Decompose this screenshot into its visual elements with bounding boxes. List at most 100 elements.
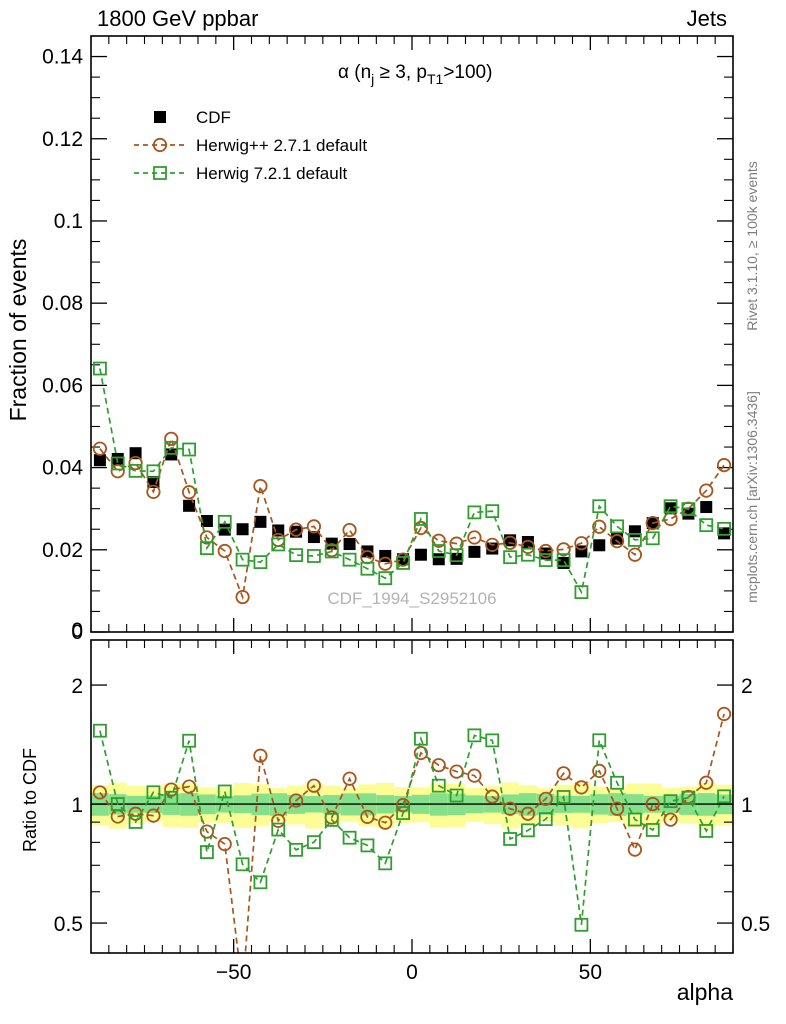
- ratio-data-point: [485, 733, 500, 748]
- data-point: [432, 553, 445, 566]
- y-tick-label: 0.12: [42, 128, 83, 151]
- rivet-version-label: Rivet 3.1.10, ≥ 100k events: [744, 161, 760, 331]
- legend-label: Herwig++ 2.7.1 default: [196, 136, 367, 155]
- series-herwig-7-2-1-default: [93, 361, 731, 600]
- data-point: [449, 548, 464, 563]
- legend-marker-open-circle: [152, 137, 168, 153]
- legend-entry-0: CDF: [154, 108, 231, 127]
- ratio-data-point: [110, 797, 125, 811]
- data-point: [628, 525, 641, 538]
- ratio-data-point: [413, 745, 429, 761]
- data-point: [200, 541, 214, 556]
- legend-entry-2: Herwig 7.2.1 default: [134, 164, 347, 183]
- data-point: [343, 538, 356, 551]
- data-point: [467, 505, 482, 520]
- data-point: [485, 504, 500, 519]
- data-point: [93, 454, 106, 467]
- ratio-data-point: [199, 824, 215, 839]
- ratio-data-point: [164, 782, 179, 797]
- y-tick-label: 0.1: [54, 210, 83, 233]
- data-point: [147, 475, 160, 488]
- ratio-data-point: [342, 830, 357, 845]
- annot-sub-j: j: [370, 71, 374, 87]
- ratio-data-point: [414, 731, 428, 746]
- main-plot-panel: 00.020.040.060.080.10.120.140: [42, 35, 734, 644]
- ratio-data-point: [699, 824, 714, 838]
- data-point: [414, 512, 428, 526]
- data-point: [574, 536, 589, 551]
- ratio-data-point: [253, 875, 268, 890]
- ratio-data-point: [520, 806, 536, 821]
- data-point: [521, 535, 534, 548]
- ratio-series-line: [99, 713, 725, 953]
- ratio-data-point: [592, 733, 607, 748]
- ratio-data-point: [360, 809, 375, 824]
- ratio-y-tick-label-right: 2: [741, 675, 753, 698]
- data-point: [253, 478, 268, 494]
- data-point: [272, 524, 285, 537]
- data-point: [431, 544, 446, 558]
- data-point: [93, 361, 107, 376]
- data-point: [288, 522, 304, 537]
- ratio-data-point: [467, 768, 482, 783]
- y-tick-label: 0.02: [42, 539, 83, 562]
- ratio-data-point: [128, 815, 143, 829]
- data-point: [574, 585, 589, 600]
- ratio-data-point: [628, 812, 642, 827]
- data-point: [663, 511, 678, 527]
- data-point: [521, 547, 535, 562]
- ratio-y-axis-title: Ratio to CDF: [20, 748, 40, 852]
- series-line: [99, 436, 725, 601]
- header-right-label: Jets: [687, 6, 727, 31]
- y-tick-label: 0.06: [42, 374, 83, 397]
- series-herwig-2-7-1-default: [92, 431, 732, 605]
- data-point: [110, 464, 125, 479]
- legend-label: Herwig 7.2.1 default: [196, 164, 347, 183]
- x-tick-label: 0: [406, 961, 418, 984]
- ratio-data-point: [485, 789, 500, 804]
- header-left-label: 1800 GeV ppbar: [97, 6, 258, 31]
- data-point: [200, 515, 213, 528]
- data-point: [628, 533, 642, 547]
- data-point: [699, 483, 714, 498]
- data-point: [502, 535, 518, 550]
- ratio-data-point: [378, 856, 393, 871]
- data-point: [181, 485, 197, 500]
- data-point: [520, 539, 536, 555]
- ratio-data-point: [538, 791, 553, 806]
- y-tick-label: 0.14: [42, 46, 83, 69]
- ratio-data-point: [146, 785, 161, 800]
- ratio-data-point: [538, 812, 553, 827]
- ratio-data-point: [93, 723, 107, 738]
- data-point: [128, 455, 143, 471]
- data-point: [503, 550, 517, 565]
- annot-mid: ≥ 3, p: [374, 62, 427, 83]
- ratio-data-point: [609, 801, 625, 816]
- data-point: [307, 549, 321, 563]
- data-point: [182, 442, 196, 457]
- ratio-data-point: [681, 790, 696, 805]
- data-point: [378, 571, 393, 586]
- ratio-data-point: [378, 815, 393, 830]
- data-point: [593, 539, 606, 552]
- x-axis-title: alpha: [677, 979, 733, 1005]
- ratio-data-point: [467, 728, 482, 743]
- data-point: [253, 555, 268, 570]
- data-point: [592, 519, 607, 534]
- y-tick-label: 0: [71, 621, 83, 644]
- data-point: [164, 431, 179, 446]
- data-point: [342, 522, 357, 538]
- ratio-data-point: [521, 823, 535, 838]
- plot-annotation: α (nj ≥ 3, pT1>100): [338, 62, 492, 87]
- ratio-data-point: [217, 784, 232, 799]
- data-point: [360, 561, 375, 576]
- ratio-data-point: [271, 813, 286, 828]
- annot-tail: >100): [443, 62, 492, 83]
- y-tick-label: 0.08: [42, 292, 83, 315]
- ratio-data-point: [627, 842, 643, 857]
- ratio-y-tick-label: 0.5: [54, 913, 83, 936]
- data-point: [610, 519, 624, 534]
- legend: CDF Herwig++ 2.7.1 default Herwig 7.2.1 de…: [134, 108, 367, 183]
- ratio-plot-panel: 0.5 0.5 1 1 2 2 −50 0 50: [54, 639, 770, 984]
- series-line: [99, 368, 725, 595]
